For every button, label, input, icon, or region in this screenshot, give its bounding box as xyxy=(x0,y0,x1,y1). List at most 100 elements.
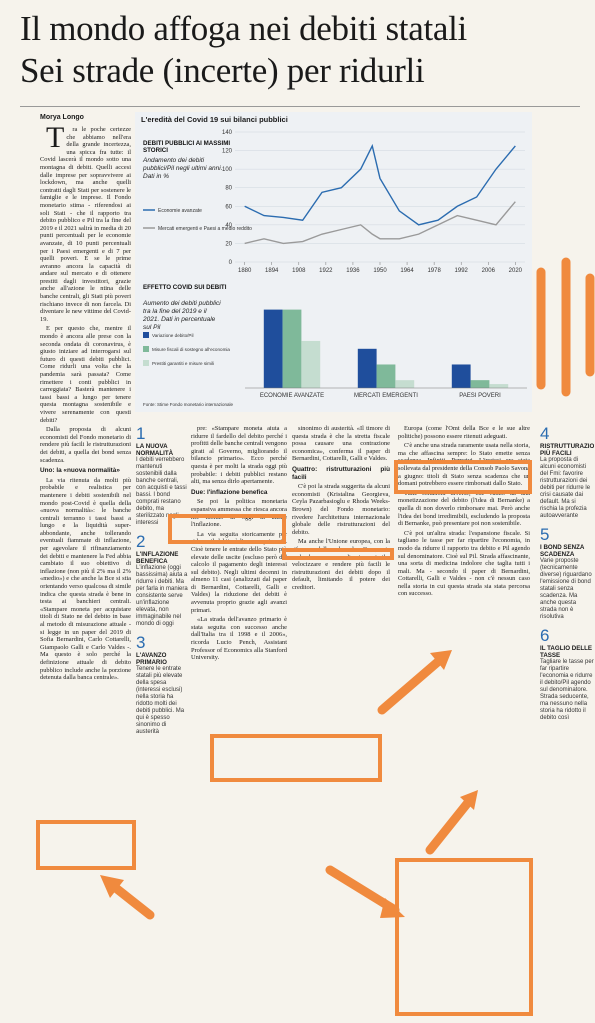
chart-subtitle: Andamento dei debiti pubblici/Pil negli … xyxy=(143,157,223,180)
source: Fonte: Stime Fondo monetario internazion… xyxy=(143,402,234,407)
bar xyxy=(376,364,396,388)
x-tick-label: 1978 xyxy=(427,268,441,274)
x-tick-label: 1964 xyxy=(400,268,414,274)
legend-swatch xyxy=(143,332,149,338)
sidebar-item: 3 L'AVANZO PRIMARIO Tenere le entrate stat… xyxy=(136,634,188,736)
chart-subtitle: Aumento dei debiti pubblici tra la fine … xyxy=(143,300,221,331)
paragraph: C'è poi un'altra strada: l'espansione fi… xyxy=(398,529,530,598)
legend-label: Variazione debito/Pil xyxy=(152,333,194,338)
sidebar-item: 2 L'INFLAZIONE BENEFICA L'inflazione (oggi… xyxy=(136,533,188,628)
y-tick-label: 140 xyxy=(222,130,233,136)
column: pre: «Stampare moneta aiuta a ridurre il… xyxy=(191,425,287,1021)
subhead: Quattro: ristrutturazioni più facili xyxy=(292,465,390,481)
x-tick-label: 1936 xyxy=(346,268,360,274)
sidebar-number: 2 xyxy=(136,532,146,551)
line-series xyxy=(244,201,516,245)
y-tick-label: 100 xyxy=(222,167,233,173)
legend-label: Prestiti garantiti e misure simili xyxy=(152,361,214,366)
sidebar-item: 1 LA NUOVA NORMALITÀ I debiti verrebbero m… xyxy=(136,425,188,527)
legend-label: Economie avanzate xyxy=(158,208,202,214)
bar xyxy=(451,364,471,388)
arrow-head xyxy=(100,875,124,898)
y-tick-label: 20 xyxy=(225,241,232,247)
annotation-box xyxy=(168,514,286,544)
x-tick-label: 1908 xyxy=(292,268,306,274)
arrow-head xyxy=(380,898,405,918)
y-tick-label: 80 xyxy=(225,186,232,192)
sidebar-title: L'AVANZO PRIMARIO xyxy=(136,652,167,666)
bar xyxy=(282,309,302,388)
paragraph: La via ritenuta da molti più probabile e… xyxy=(40,476,131,682)
column: Europa (come l'Omt della Bce e le sue al… xyxy=(398,425,530,1021)
paragraph: Tra le poche certezze che abbiamo nell'e… xyxy=(40,126,131,323)
arrow-head xyxy=(460,790,478,810)
chart-title: DEBITI PUBBLICI AI MASSIMI STORICI xyxy=(143,140,231,154)
annotation-box xyxy=(36,820,136,870)
paragraph: sinonimo di austerità. «Il timore di que… xyxy=(292,425,390,463)
subhead: Due: l'inflazione benefica xyxy=(191,488,268,496)
sidebar: 1 LA NUOVA NORMALITÀ I debiti verrebbero m… xyxy=(136,425,188,795)
x-tick-label: 2006 xyxy=(482,268,496,274)
sidebar-number: 1 xyxy=(136,425,146,443)
sidebar-number: 5 xyxy=(540,525,550,544)
arrow xyxy=(377,655,445,715)
x-tick-label: 2020 xyxy=(509,268,523,274)
paragraph: E per questo che, mentre il mondo è anco… xyxy=(40,325,131,424)
y-tick-label: 60 xyxy=(225,204,232,210)
sidebar-number: 3 xyxy=(136,633,146,652)
legend-swatch xyxy=(143,346,149,352)
headline-line: Il mondo affoga nei debiti statali xyxy=(20,9,467,48)
paragraph: pre: «Stampare moneta aiuta a ridurre il… xyxy=(191,425,287,486)
sidebar-text: I debiti verrebbero mantenuti sostenibil… xyxy=(136,457,187,526)
paragraph: C'è poi la strada suggerita da alcuni ec… xyxy=(292,483,390,536)
rule xyxy=(20,106,580,107)
sidebar-number: 6 xyxy=(540,626,550,645)
y-tick-label: 0 xyxy=(229,260,233,266)
legend-label: Mercati emergenti e Paesi a medio reddit… xyxy=(158,226,252,232)
sidebar-number: 4 xyxy=(540,425,550,443)
author: Morya Longo xyxy=(40,114,84,121)
line-chart: 0 20 40 60 80 100 120 140 1880 1894 1908 1922 1936 19… xyxy=(143,130,525,274)
x-tick-label: 1880 xyxy=(238,268,252,274)
sidebar-title: LA NUOVA NORMALITÀ xyxy=(136,443,174,457)
x-tick-label: 1922 xyxy=(319,268,333,274)
x-tick-label: 1950 xyxy=(373,268,387,274)
chart-box: L'eredità del Covid 19 sui bilanci pubbl… xyxy=(135,112,532,412)
chart-section-title: L'eredità del Covid 19 sui bilanci pubbl… xyxy=(141,115,288,124)
bar xyxy=(470,380,490,388)
annotation-box xyxy=(395,858,533,1016)
legend-label: Misure fiscali di sostegno all'economia xyxy=(152,347,230,352)
bar-chart: ECONOMIE AVANZATE MERCATI EMERGENTI PAESI … xyxy=(143,309,527,407)
subhead: Uno: la «nuova normalità» xyxy=(40,467,120,475)
sidebar-title: IL TAGLIO DELLE TASSE xyxy=(540,645,593,659)
x-tick-label: ECONOMIE AVANZATE xyxy=(260,393,324,399)
legend-swatch xyxy=(143,360,149,366)
arrow xyxy=(107,880,155,920)
y-tick-label: 40 xyxy=(225,223,232,229)
sidebar-title: L'INFLAZIONE BENEFICA xyxy=(136,551,179,565)
column: sinonimo di austerità. «Il timore di que… xyxy=(292,425,390,1021)
bar xyxy=(301,340,321,388)
paragraph: Europa (come l'Omt della Bce e le sue al… xyxy=(398,425,530,440)
paragraph: «La strada dell'avanzo primario è stata … xyxy=(191,616,287,662)
sidebar-item: 6 IL TAGLIO DELLE TASSE Tagliare le tasse … xyxy=(540,627,594,722)
arrow-head xyxy=(430,650,452,670)
annotation-box xyxy=(282,548,394,560)
annotation-box xyxy=(394,460,532,494)
bar xyxy=(357,348,377,388)
x-tick-label: 1894 xyxy=(265,268,279,274)
sidebar-text: Varie proposte (tecnicamente diverse) ri… xyxy=(540,558,592,620)
bar xyxy=(263,309,283,388)
sidebar-text: L'inflazione (oggi bassissima) aiuta a r… xyxy=(136,565,188,627)
headline: Il mondo affoga nei debiti statali Sei s… xyxy=(20,8,580,92)
sidebar-title: I BOND SENZA SCADENZA xyxy=(540,544,585,558)
sidebar-text: Tagliare le tasse per far ripartire l'ec… xyxy=(540,659,594,721)
sidebar-text: Tenere le entrate statali più elevate de… xyxy=(136,666,185,735)
arrow xyxy=(425,795,475,855)
sidebar-text: La proposta di alcuni economisti del Fmi… xyxy=(540,457,591,519)
